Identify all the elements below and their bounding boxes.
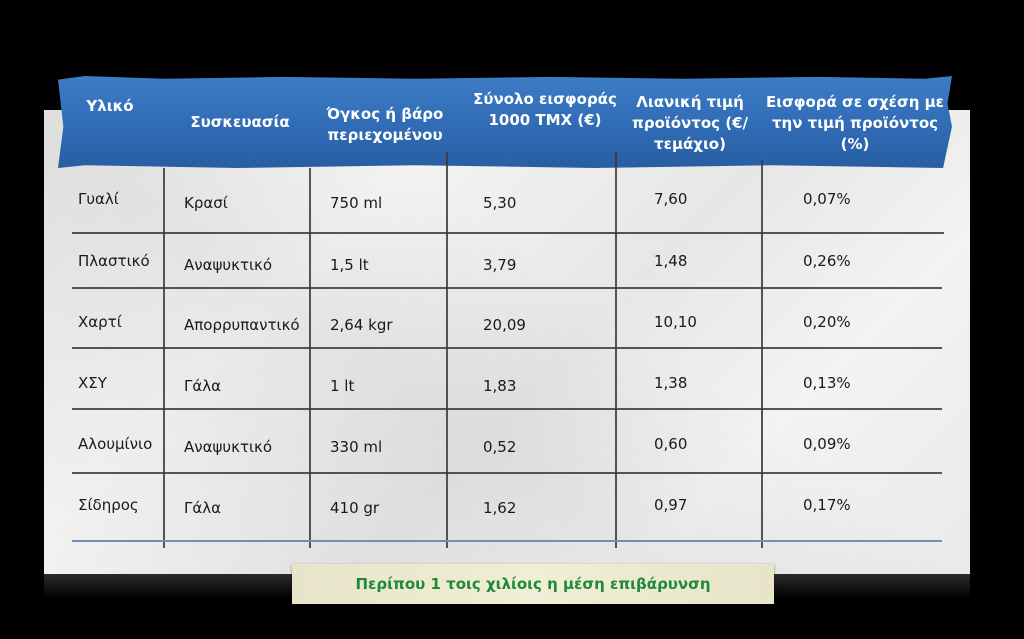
table-cell: 7,60	[654, 190, 688, 208]
header-packaging: Συσκευασία	[190, 113, 290, 131]
header-volume-weight: Όγκος ή βάρο περιεχομένου	[326, 105, 444, 144]
table-cell: Χαρτί	[78, 313, 122, 331]
column-divider	[615, 152, 617, 548]
table-cell: Γυαλί	[78, 190, 119, 208]
table-cell: 0,26%	[803, 252, 851, 270]
column-divider	[761, 160, 763, 548]
table-cell: 0,60	[654, 435, 688, 453]
table-cell: Γάλα	[184, 499, 222, 517]
table-cell: 1,5 lt	[330, 256, 369, 274]
table-cell: 2,64 kgr	[330, 316, 393, 334]
table-cell: 0,20%	[803, 313, 851, 331]
table-cell: 750 ml	[330, 194, 383, 212]
table-cell: 5,30	[483, 194, 517, 212]
table-cell: 0,52	[483, 438, 517, 456]
column-divider	[163, 168, 165, 548]
table-cell: Αναψυκτικό	[184, 256, 273, 274]
table-cell: 330 ml	[330, 438, 383, 456]
crumpled-paper-background	[44, 110, 970, 582]
table-cell: 0,17%	[803, 496, 851, 514]
table-cell: 0,97	[654, 496, 688, 514]
table-cell: 1,62	[483, 499, 517, 517]
table-cell: Αναψυκτικό	[184, 438, 273, 456]
table-cell: 1,38	[654, 374, 688, 392]
row-divider	[72, 408, 942, 410]
header-retail-price: Λιανική τιμή προϊόντος (€/τεμάχιο)	[631, 93, 749, 153]
table-cell: Γάλα	[184, 377, 222, 395]
table-cell: 1,48	[654, 252, 688, 270]
table-cell: Κρασί	[184, 194, 228, 212]
column-divider	[309, 168, 311, 548]
row-divider	[72, 287, 942, 289]
row-divider	[72, 232, 944, 234]
row-divider	[72, 347, 942, 349]
row-divider	[72, 472, 942, 474]
table-bottom-rule	[72, 540, 942, 542]
table-cell: 1 lt	[330, 377, 355, 395]
table-cell: ΧΣΥ	[78, 374, 107, 392]
table-cell: 0,13%	[803, 374, 851, 392]
table-cell: 3,79	[483, 256, 517, 274]
table-cell: Πλαστικό	[78, 252, 150, 270]
table-cell: Απορρυπαντικό	[184, 316, 300, 334]
header-contribution-percent: Εισφορά σε σχέση με την τιμή προϊόντος (…	[765, 93, 944, 153]
header-material: Υλικό	[86, 97, 134, 115]
table-cell: 20,09	[483, 316, 526, 334]
table-cell: 0,09%	[803, 435, 851, 453]
table-cell: 0,07%	[803, 190, 851, 208]
table-cell: 1,83	[483, 377, 517, 395]
header-banner	[58, 76, 952, 168]
column-divider	[446, 152, 448, 548]
table-cell: Αλουμίνιο	[78, 435, 153, 453]
table-cell: Σίδηρος	[78, 496, 139, 514]
table-cell: 410 gr	[330, 499, 380, 517]
footer-note: Περίπου 1 τοις χιλίοις η μέση επιβάρυνση	[292, 564, 774, 604]
header-total-contribution: Σύνολο εισφοράς 1000 ΤΜΧ (€)	[473, 90, 617, 129]
table-cell: 10,10	[654, 313, 697, 331]
